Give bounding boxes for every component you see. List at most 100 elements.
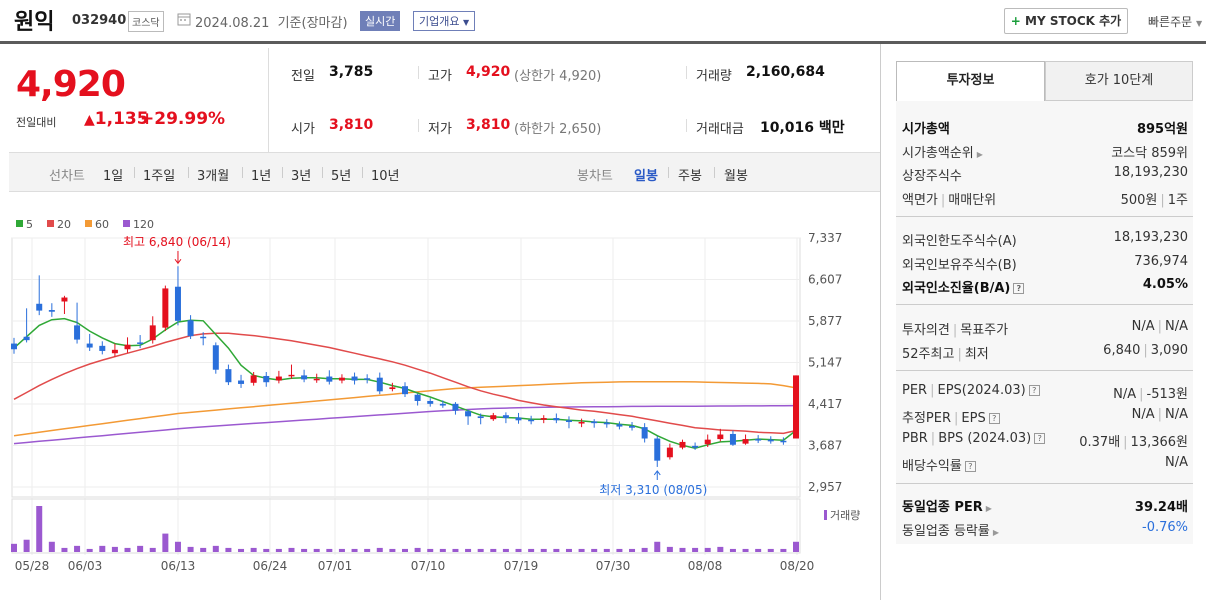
tab-investment-info[interactable]: 투자정보 xyxy=(896,61,1045,101)
legend-swatch xyxy=(123,220,130,227)
volume-bar xyxy=(780,548,787,552)
help-icon[interactable]: ? xyxy=(988,413,1000,424)
help-icon[interactable]: ? xyxy=(1034,433,1046,444)
volume-bar xyxy=(364,548,371,552)
divider: | xyxy=(1157,407,1162,422)
par-unit-label: 액면가 | 매매단위 xyxy=(902,189,996,208)
candle-body xyxy=(767,439,774,442)
volume-bar xyxy=(477,548,484,552)
sector-per-text: 동일업종 PER xyxy=(902,500,983,515)
candle-body xyxy=(212,345,219,370)
foreign-limit-value: 18,193,230 xyxy=(1113,230,1188,245)
candle-body xyxy=(86,343,93,348)
help-icon[interactable]: ? xyxy=(964,461,976,472)
volume-bar xyxy=(11,543,17,552)
candle-daily[interactable]: 일봉 xyxy=(634,169,658,184)
plus-icon: + xyxy=(1010,14,1021,28)
divider xyxy=(896,483,1193,484)
par-unit-value: 500원 | 1주 xyxy=(1121,189,1188,208)
candle-body xyxy=(666,447,673,458)
quick-order-dropdown[interactable]: 빠른주문 ▼ xyxy=(1148,13,1202,30)
period-1w[interactable]: 1주일 xyxy=(143,169,176,184)
volume-bar xyxy=(578,548,585,552)
candle-monthly[interactable]: 월봉 xyxy=(724,169,748,184)
period-5y[interactable]: 5년 xyxy=(331,169,352,184)
volume-bar xyxy=(86,548,93,552)
par-value: 500원 xyxy=(1120,193,1158,208)
period-3m[interactable]: 3개월 xyxy=(197,169,230,184)
candle-body xyxy=(679,441,686,448)
volume-bar xyxy=(238,548,245,552)
target-price-text: 목표주가 xyxy=(960,323,1009,338)
x-tick-label: 06/13 xyxy=(161,559,196,573)
candle-body xyxy=(74,325,81,340)
y-tick-label: 2,957 xyxy=(808,480,842,494)
market-cap-value: 895억원 xyxy=(1136,122,1188,137)
sector-per-label[interactable]: 동일업종 PER ▶ xyxy=(902,496,992,515)
foreign-holding-label: 외국인보유주식수(B) xyxy=(902,258,1017,273)
volume-bar xyxy=(212,545,219,552)
candle-body xyxy=(477,416,484,419)
divider xyxy=(418,66,419,79)
chart-grid xyxy=(11,237,801,555)
volume-bar xyxy=(439,548,446,552)
volume-bar xyxy=(187,546,194,552)
divider xyxy=(714,167,715,178)
high-label: 고가 xyxy=(428,69,452,84)
period-3y[interactable]: 3년 xyxy=(291,169,312,184)
candle-weekly[interactable]: 주봉 xyxy=(678,169,702,184)
candle-body xyxy=(48,310,55,312)
target-price-value: N/A xyxy=(1165,319,1188,334)
base-date: 2024.08.21 기준(장마감) xyxy=(195,12,348,31)
help-icon[interactable]: ? xyxy=(1028,385,1040,396)
sector-change-label[interactable]: 동일업종 등락률 ▶ xyxy=(902,520,999,539)
volume-bar xyxy=(275,548,282,552)
low-annotation: 최저 3,310 (08/05) xyxy=(599,483,707,497)
market-cap-rank-label[interactable]: 시가총액순위 ▶ xyxy=(902,142,983,161)
sector-per-value: 39.24배 xyxy=(1134,500,1188,515)
candle-body xyxy=(11,343,17,350)
realtime-button[interactable]: 실시간 xyxy=(360,11,401,31)
company-info-dropdown[interactable]: 기업개요 ▼ xyxy=(413,11,476,31)
candle-body xyxy=(427,400,434,404)
market-cap-rank-value: 코스닥 859위 xyxy=(1111,146,1188,161)
investment-info-panel xyxy=(896,101,1193,544)
volume-bar xyxy=(666,546,673,552)
candle-body xyxy=(692,445,699,448)
panel-divider xyxy=(880,44,881,600)
tab-orderbook-10[interactable]: 호가 10단계 xyxy=(1045,61,1193,101)
x-tick-label: 06/03 xyxy=(68,559,103,573)
52w-low-value: 3,090 xyxy=(1150,343,1188,358)
up-arrow-icon: ▲ xyxy=(84,112,95,128)
est-per-label: 추정PER | EPS? xyxy=(902,407,1000,426)
candle-body xyxy=(137,342,144,344)
pbr-text: PBR xyxy=(902,431,928,446)
market-cap-rank-text: 시가총액순위 xyxy=(902,146,974,161)
divider xyxy=(668,167,669,178)
volume-bar xyxy=(389,548,396,552)
candle-body xyxy=(326,376,333,382)
foreign-ratio-label: 외국인소진율(B/A)? xyxy=(902,277,1025,296)
volume-bar xyxy=(111,546,118,552)
my-stock-add-button[interactable]: + MY STOCK 추가 xyxy=(1004,8,1128,34)
par-label: 액면가 xyxy=(902,193,938,208)
volume-bar xyxy=(565,548,572,552)
candle-body xyxy=(61,297,68,302)
period-1d[interactable]: 1일 xyxy=(103,169,124,184)
amount-label: 거래대금 xyxy=(696,122,744,137)
period-10y[interactable]: 10년 xyxy=(371,169,400,184)
ma20-line xyxy=(13,332,797,435)
listed-shares-label: 상장주식수 xyxy=(902,169,962,184)
help-icon[interactable]: ? xyxy=(1013,283,1025,294)
x-tick-label: 05/28 xyxy=(15,559,50,573)
est-eps-text: EPS xyxy=(961,411,986,426)
price-diff-value: 1,135 xyxy=(94,109,149,129)
y-tick-label: 5,147 xyxy=(808,356,842,370)
volume-bar xyxy=(326,548,333,552)
volume-bar xyxy=(490,548,497,552)
volume-frame xyxy=(11,498,801,554)
ma120-line xyxy=(13,404,797,445)
period-1y[interactable]: 1년 xyxy=(251,169,272,184)
dividend-text: 배당수익률 xyxy=(902,459,962,474)
unit-label: 매매단위 xyxy=(948,193,997,208)
